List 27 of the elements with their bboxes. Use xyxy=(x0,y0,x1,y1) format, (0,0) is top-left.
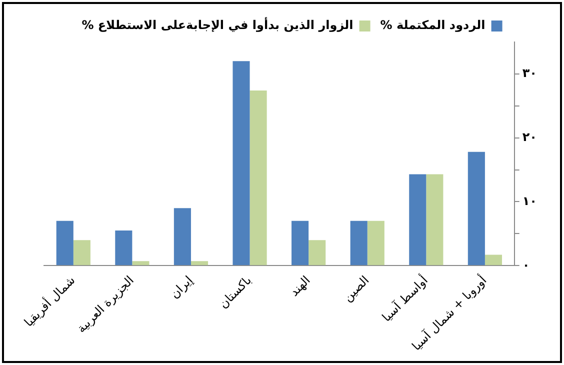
x-tick-label: الصين xyxy=(340,273,372,304)
bar xyxy=(174,208,191,266)
legend-label: % الردود المكتملة xyxy=(380,18,486,32)
y-tick-label: ٢٠ xyxy=(522,130,538,144)
bar xyxy=(426,174,444,266)
bar xyxy=(350,220,368,266)
x-tick-label: إيران xyxy=(167,273,196,302)
y-tick-label: ٣٠ xyxy=(522,66,538,80)
bar xyxy=(115,230,132,266)
x-tick-label: باكستان xyxy=(216,273,254,312)
bar xyxy=(292,220,309,266)
bar xyxy=(468,152,485,266)
bar xyxy=(250,90,267,266)
bar xyxy=(132,261,150,266)
bar xyxy=(308,240,326,266)
bar xyxy=(56,220,74,266)
bar xyxy=(190,261,208,266)
y-tick-label: ٠ xyxy=(522,258,530,272)
bar xyxy=(367,220,384,266)
bar xyxy=(484,254,502,266)
bar xyxy=(409,174,426,266)
bar xyxy=(232,61,250,266)
y-tick-label: ١٠ xyxy=(522,194,538,208)
bar xyxy=(73,240,90,266)
x-tick-label: أواسط آسيا xyxy=(378,272,430,324)
x-tick-label: الهند xyxy=(287,273,313,299)
legend-label: % الزوار الذين بدأوا في الإجابةعلى الاستطلاع xyxy=(82,17,354,32)
